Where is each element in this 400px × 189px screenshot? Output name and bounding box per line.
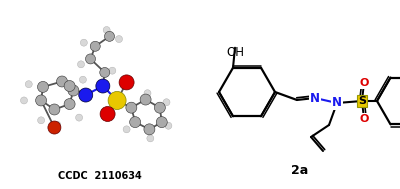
Circle shape	[103, 26, 110, 33]
Circle shape	[154, 102, 165, 113]
Circle shape	[140, 94, 151, 105]
Text: O: O	[359, 78, 369, 88]
Circle shape	[90, 41, 100, 51]
Circle shape	[36, 95, 46, 106]
Circle shape	[156, 117, 167, 128]
Circle shape	[20, 97, 28, 104]
Circle shape	[118, 99, 125, 106]
Circle shape	[96, 79, 110, 93]
Circle shape	[144, 124, 155, 135]
Circle shape	[116, 36, 122, 43]
Circle shape	[25, 81, 32, 88]
Circle shape	[165, 122, 172, 129]
Circle shape	[38, 117, 45, 124]
Text: OH: OH	[226, 46, 244, 59]
Text: CCDC  2110634: CCDC 2110634	[58, 171, 142, 181]
Circle shape	[49, 104, 60, 115]
Text: S: S	[358, 96, 366, 106]
Circle shape	[123, 126, 130, 133]
Circle shape	[104, 31, 114, 41]
Circle shape	[56, 76, 68, 87]
Circle shape	[79, 88, 93, 102]
Text: N: N	[310, 91, 320, 105]
Circle shape	[100, 67, 110, 77]
Circle shape	[64, 81, 75, 91]
Circle shape	[109, 67, 116, 74]
Circle shape	[48, 121, 61, 134]
Circle shape	[100, 106, 115, 122]
Circle shape	[68, 85, 79, 96]
Circle shape	[147, 135, 154, 142]
Circle shape	[130, 117, 141, 128]
Text: 2a: 2a	[291, 164, 309, 177]
Circle shape	[38, 81, 48, 92]
Circle shape	[108, 91, 126, 109]
Circle shape	[144, 90, 151, 97]
Circle shape	[86, 54, 96, 64]
Circle shape	[126, 102, 137, 113]
Circle shape	[78, 61, 84, 68]
Circle shape	[54, 121, 61, 128]
Circle shape	[64, 98, 75, 110]
Circle shape	[79, 76, 86, 83]
Circle shape	[76, 114, 83, 121]
Circle shape	[119, 75, 134, 90]
Circle shape	[80, 39, 87, 46]
Text: N: N	[332, 97, 342, 109]
Text: O: O	[359, 114, 369, 124]
Circle shape	[163, 99, 170, 106]
